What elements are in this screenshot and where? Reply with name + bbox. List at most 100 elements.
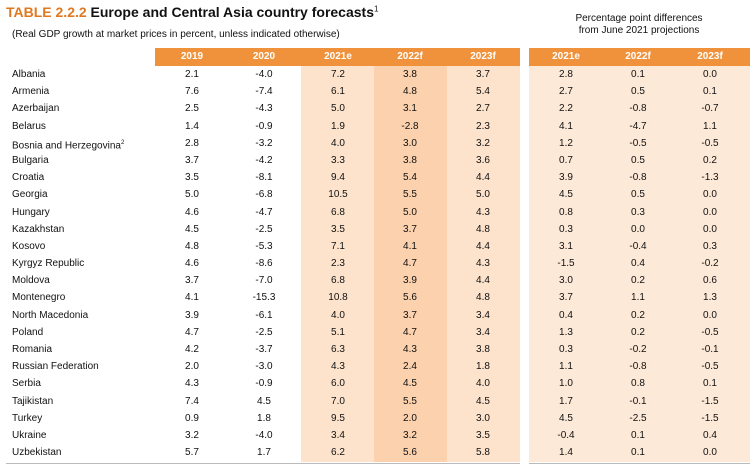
- difference-cell: -0.8: [629, 361, 647, 373]
- growth-cell: 3.9: [185, 309, 199, 321]
- growth-cell: 4.5: [257, 395, 271, 407]
- growth-cell: 1.8: [476, 361, 490, 373]
- growth-cell: 7.6: [185, 86, 199, 98]
- difference-cell: 0.3: [703, 240, 717, 252]
- growth-cell: -0.9: [255, 378, 273, 390]
- difference-cell: 2.2: [559, 103, 573, 115]
- difference-cell: 0.8: [631, 378, 645, 390]
- growth-cell: 2.0: [403, 412, 417, 424]
- difference-cell: 0.2: [631, 275, 645, 287]
- growth-cell: 3.7: [403, 223, 417, 235]
- country-name-text: Georgia: [12, 189, 48, 201]
- difference-cell: 0.1: [631, 429, 645, 441]
- diff-header: Percentage point differences from June 2…: [528, 13, 750, 37]
- growth-cell: 2.7: [476, 103, 490, 115]
- table-row: Bulgaria 3.7 -4.2 3.3 3.8 3.6 0.7 0.5 0.2: [0, 152, 750, 169]
- diff-header-line2: from June 2021 projections: [578, 25, 700, 36]
- difference-cell: 0.0: [703, 309, 717, 321]
- table-title-text: Europe and Central Asia country forecast…: [90, 4, 374, 20]
- growth-cell: 4.2: [185, 344, 199, 355]
- difference-cell: -0.5: [701, 326, 719, 338]
- difference-cell: 3.1: [559, 240, 573, 252]
- growth-cell: 3.5: [331, 223, 345, 235]
- difference-cell: 0.0: [703, 69, 717, 80]
- difference-cell: 0.2: [631, 326, 645, 338]
- header-band-forecasts: [155, 48, 520, 66]
- country-name: North Macedonia: [12, 307, 88, 324]
- country-name-text: Bosnia and Herzegovina: [12, 140, 121, 152]
- growth-cell: 4.7: [403, 326, 417, 338]
- difference-cell: -0.8: [629, 172, 647, 184]
- difference-cell: 4.5: [559, 189, 573, 201]
- difference-cell: 0.6: [703, 275, 717, 287]
- difference-cell: 3.9: [559, 172, 573, 184]
- country-name-text: Kazakhstan: [12, 223, 65, 235]
- growth-cell: 4.3: [185, 378, 199, 390]
- country-name-text: Croatia: [12, 172, 45, 184]
- difference-cell: 0.4: [703, 429, 717, 441]
- shade-2021e: [301, 66, 374, 462]
- shade-differences: [529, 66, 750, 462]
- country-name-text: Kyrgyz Republic: [12, 258, 85, 270]
- growth-cell: 4.7: [403, 258, 417, 270]
- country-name: Bulgaria: [12, 152, 49, 169]
- table-row: Armenia 7.6 -7.4 6.1 4.8 5.4 2.7 0.5 0.1: [0, 83, 750, 100]
- growth-cell: -8.1: [255, 172, 273, 184]
- country-name-text: Belarus: [12, 120, 46, 132]
- column-header: 2019: [180, 51, 204, 62]
- growth-cell: 3.7: [476, 69, 490, 80]
- difference-cell: 0.2: [703, 154, 717, 166]
- growth-cell: 10.8: [328, 292, 348, 304]
- difference-cell: 1.4: [559, 447, 573, 459]
- growth-cell: 5.0: [476, 189, 490, 201]
- table-row: Kyrgyz Republic 4.6 -8.6 2.3 4.7 4.3 -1.5 0.4 -0…: [0, 255, 750, 272]
- country-name: Belarus: [12, 118, 46, 135]
- growth-cell: 2.4: [403, 361, 417, 373]
- difference-cell: 2.8: [559, 69, 573, 80]
- growth-cell: 3.4: [476, 309, 490, 321]
- country-footnote: 2: [120, 139, 125, 146]
- growth-cell: 7.0: [331, 395, 345, 407]
- difference-cell: 2.7: [559, 86, 573, 98]
- table-row: Kazakhstan 4.5 -2.5 3.5 3.7 4.8 0.3 0.0 0.0: [0, 221, 750, 238]
- column-header: 2023f: [470, 51, 496, 62]
- country-name: Serbia: [12, 375, 41, 392]
- difference-cell: 1.3: [703, 292, 717, 304]
- growth-cell: -7.0: [255, 275, 273, 287]
- country-name-text: Hungary: [12, 206, 50, 218]
- difference-cell: 0.0: [631, 223, 645, 235]
- country-name-text: Uzbekistan: [12, 447, 62, 459]
- growth-cell: 4.6: [185, 258, 199, 270]
- growth-cell: -8.6: [255, 258, 273, 270]
- country-name-text: North Macedonia: [12, 309, 89, 321]
- table-row: Tajikistan 7.4 4.5 7.0 5.5 4.5 1.7 -0.1 -1.5: [0, 393, 750, 410]
- column-header: 2022f: [397, 51, 423, 62]
- growth-cell: 4.3: [476, 206, 490, 218]
- country-name-text: Romania: [12, 344, 53, 355]
- growth-cell: 3.9: [403, 275, 417, 287]
- growth-cell: -4.7: [255, 206, 273, 218]
- growth-cell: 5.5: [403, 395, 417, 407]
- difference-cell: 0.8: [559, 206, 573, 218]
- growth-cell: -15.3: [252, 292, 276, 304]
- difference-cell: 0.2: [631, 309, 645, 321]
- country-name: Bosnia and Herzegovina2: [12, 135, 124, 155]
- growth-cell: 1.7: [257, 447, 271, 459]
- growth-cell: 10.5: [328, 189, 348, 201]
- column-header: 2021e: [324, 51, 352, 62]
- difference-cell: 0.5: [631, 154, 645, 166]
- table-body: Albania 2.1 -4.0 7.2 3.8 3.7 2.8 0.1 0.0 Armenia 7…: [0, 66, 750, 461]
- table-row: Poland 4.7 -2.5 5.1 4.7 3.4 1.3 0.2 -0.5: [0, 324, 750, 341]
- country-name-text: Kosovo: [12, 240, 46, 252]
- growth-cell: 2.3: [331, 258, 345, 270]
- country-name: Croatia: [12, 169, 44, 186]
- growth-cell: 9.5: [331, 412, 345, 424]
- growth-cell: 4.4: [476, 172, 490, 184]
- growth-cell: -4.0: [255, 69, 273, 80]
- growth-cell: 4.7: [185, 326, 199, 338]
- growth-cell: -0.9: [255, 120, 273, 132]
- growth-cell: 6.3: [331, 344, 345, 355]
- difference-cell: 4.1: [559, 120, 573, 132]
- difference-cell: 0.5: [631, 189, 645, 201]
- growth-cell: 4.5: [403, 378, 417, 390]
